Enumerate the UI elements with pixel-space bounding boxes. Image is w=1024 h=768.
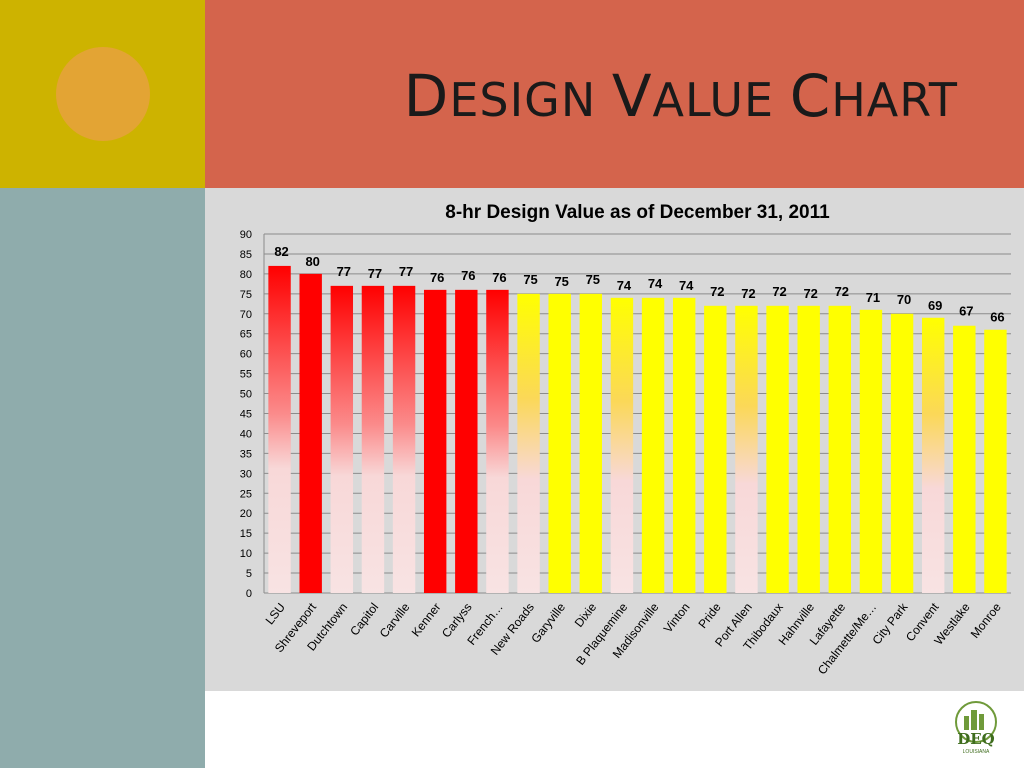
y-tick-label: 55 xyxy=(240,369,252,381)
y-tick-label: 75 xyxy=(240,289,252,301)
bar-15 xyxy=(735,305,758,593)
deq-logo: DEQ LOUISIANA xyxy=(955,701,997,755)
logo-subtext: LOUISIANA xyxy=(963,749,990,755)
data-label: 74 xyxy=(679,278,694,293)
data-label: 72 xyxy=(710,284,724,299)
data-label: 77 xyxy=(399,264,413,279)
y-tick-label: 60 xyxy=(240,349,252,361)
x-tick-label: Monroe xyxy=(968,600,1004,641)
data-label: 72 xyxy=(803,286,817,301)
y-tick-label: 15 xyxy=(240,528,252,540)
bar-9 xyxy=(548,293,571,593)
y-tick-label: 35 xyxy=(240,448,252,460)
bar-4 xyxy=(392,285,416,593)
y-tick-label: 90 xyxy=(240,229,252,241)
bar-12 xyxy=(641,297,665,593)
bar-1 xyxy=(299,273,322,593)
y-tick-label: 50 xyxy=(240,389,252,401)
bar-5 xyxy=(423,289,447,593)
header-block: DESIGN VALUE CHART xyxy=(205,0,1024,188)
data-label: 74 xyxy=(617,278,632,293)
data-label: 71 xyxy=(866,290,880,305)
title-rest-2: ALUE xyxy=(652,73,775,127)
data-label: 80 xyxy=(305,254,319,269)
logo-text: DEQ xyxy=(957,730,995,748)
x-tick-label: Capitol xyxy=(347,600,381,638)
data-label: 70 xyxy=(897,292,911,307)
bar-8 xyxy=(517,293,540,593)
x-tick-label: Dixie xyxy=(572,600,600,630)
title-rest-1: ESIGN xyxy=(449,73,597,127)
bar-11 xyxy=(610,297,634,593)
bar-10 xyxy=(579,293,603,593)
bar-14 xyxy=(704,305,727,593)
data-label: 75 xyxy=(586,272,600,287)
y-tick-label: 0 xyxy=(246,588,252,600)
y-tick-label: 65 xyxy=(240,329,252,341)
y-tick-label: 70 xyxy=(240,309,252,321)
y-tick-label: 10 xyxy=(240,548,252,560)
page-title: DESIGN VALUE CHART xyxy=(404,62,958,130)
bar-3 xyxy=(361,285,385,593)
bar-18 xyxy=(828,305,852,593)
data-label: 75 xyxy=(523,272,537,287)
data-label: 74 xyxy=(648,276,663,291)
data-label: 72 xyxy=(772,284,786,299)
data-label: 72 xyxy=(741,286,755,301)
data-label: 76 xyxy=(492,270,506,285)
design-value-chart: 8-hr Design Value as of December 31, 201… xyxy=(240,202,1011,677)
x-tick-label: Carville xyxy=(377,600,413,640)
bar-2 xyxy=(330,285,354,593)
y-tick-label: 85 xyxy=(240,249,252,261)
data-label: 69 xyxy=(928,298,942,313)
data-label: 66 xyxy=(990,310,1004,325)
y-tick-label: 80 xyxy=(240,269,252,281)
bar-7 xyxy=(486,289,509,593)
y-tick-label: 5 xyxy=(246,568,252,580)
bar-20 xyxy=(890,313,914,593)
y-tick-label: 20 xyxy=(240,508,252,520)
title-initial-3: C xyxy=(789,62,832,130)
data-label: 76 xyxy=(461,268,475,283)
side-block xyxy=(0,188,205,768)
y-tick-label: 40 xyxy=(240,428,252,440)
data-label: 72 xyxy=(835,284,849,299)
bar-23 xyxy=(984,329,1007,593)
title-initial-1: D xyxy=(403,62,450,130)
y-tick-label: 30 xyxy=(240,468,252,480)
bar-6 xyxy=(455,289,478,593)
data-label: 77 xyxy=(368,266,382,281)
data-label: 75 xyxy=(554,274,568,289)
bar-16 xyxy=(766,305,789,593)
bar-17 xyxy=(797,305,820,593)
data-label: 82 xyxy=(274,244,288,259)
data-label: 77 xyxy=(337,264,351,279)
bar-22 xyxy=(953,325,976,593)
data-label: 67 xyxy=(959,304,973,319)
decorative-circle xyxy=(56,47,150,141)
data-label: 76 xyxy=(430,270,444,285)
x-tick-label: Kenner xyxy=(409,600,444,639)
y-tick-label: 45 xyxy=(240,409,252,421)
bar-0 xyxy=(268,265,291,593)
title-rest-3: HART xyxy=(831,73,958,127)
x-tick-label: LSU xyxy=(263,600,288,627)
bar-13 xyxy=(672,297,696,593)
bar-19 xyxy=(859,309,883,593)
bar-21 xyxy=(921,317,945,593)
x-tick-label: Vinton xyxy=(661,600,693,635)
x-tick-label: Pride xyxy=(695,600,723,631)
y-tick-label: 25 xyxy=(240,488,252,500)
chart-title: 8-hr Design Value as of December 31, 201… xyxy=(445,202,830,223)
title-initial-2: V xyxy=(611,62,653,130)
